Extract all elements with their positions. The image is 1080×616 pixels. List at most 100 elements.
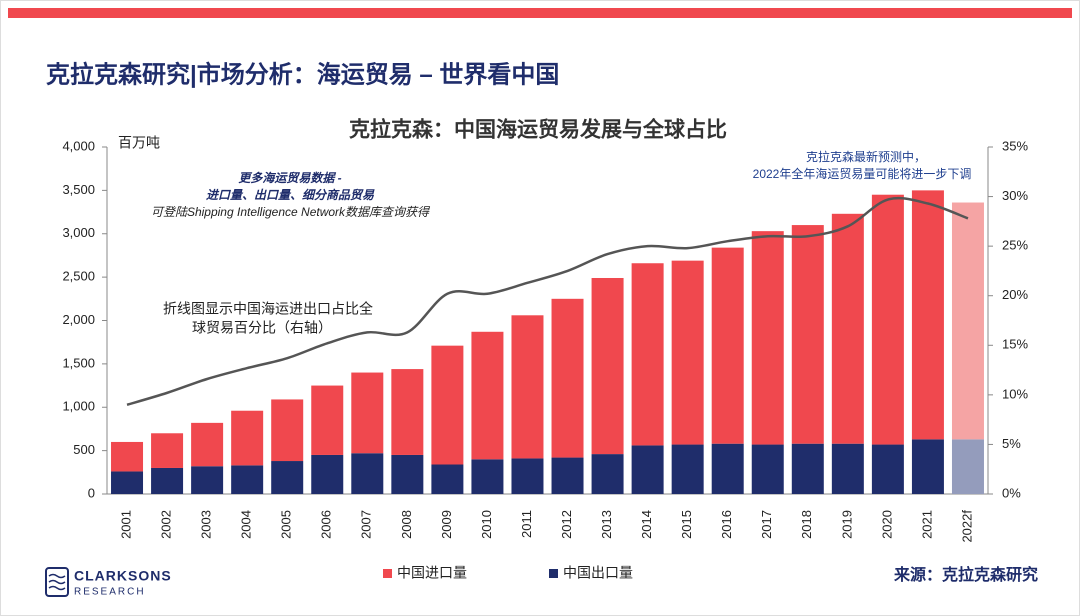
y2-tick-label: 10% — [1002, 386, 1028, 401]
bar — [511, 458, 544, 494]
bar — [391, 369, 424, 455]
y2-tick-label: 5% — [1002, 436, 1021, 451]
y-tick-label: 1,500 — [62, 355, 95, 370]
bar — [431, 345, 464, 465]
logo-name: CLARKSONS — [74, 568, 172, 584]
legend-label: 中国出口量 — [563, 565, 633, 581]
x-tick-label: 2018 — [799, 510, 814, 539]
annotation: 更多海运贸易数据 - — [238, 171, 341, 185]
x-tick-label: 2011 — [519, 510, 534, 538]
bar — [951, 202, 984, 440]
y-axis-label: 百万吨 — [118, 135, 160, 151]
annotation: 折线图显示中国海运进出口占比全 — [163, 301, 373, 317]
bar — [831, 443, 864, 494]
x-tick-label: 2004 — [239, 510, 254, 539]
bar — [431, 464, 464, 494]
bar — [631, 445, 664, 494]
bar — [111, 441, 144, 472]
x-tick-label: 2009 — [439, 510, 454, 539]
bar — [111, 471, 144, 494]
y-tick-label: 1,000 — [62, 399, 95, 414]
y-tick-label: 4,000 — [62, 138, 95, 153]
y-tick-label: 3,500 — [62, 182, 95, 197]
x-tick-label: 2008 — [399, 510, 414, 539]
bar — [591, 454, 624, 494]
bar — [591, 277, 624, 455]
bar — [951, 439, 984, 494]
chart-title: 克拉克森：中国海运贸易发展与全球占比 — [349, 118, 727, 142]
bar — [151, 433, 184, 468]
bar — [711, 443, 744, 494]
legend-swatch — [383, 569, 392, 578]
bar — [271, 399, 304, 462]
bar — [551, 457, 584, 494]
x-tick-label: 2006 — [319, 510, 334, 539]
logo-waves — [48, 573, 66, 591]
y2-tick-label: 35% — [1002, 138, 1028, 153]
annotation: 进口量、出口量、细分商品贸易 — [206, 188, 375, 202]
annotation: 球贸易百分比（右轴） — [192, 320, 332, 336]
legend-label: 中国进口量 — [397, 565, 467, 581]
bar — [551, 298, 584, 458]
bar — [351, 453, 384, 494]
x-tick-label: 2010 — [479, 510, 494, 539]
y-tick-label: 2,500 — [62, 269, 95, 284]
bar — [671, 260, 704, 445]
bar — [671, 444, 704, 494]
bar — [751, 231, 784, 445]
x-tick-label: 2001 — [118, 510, 133, 539]
legend-swatch — [549, 569, 558, 578]
source: 来源：克拉克森研究 — [893, 565, 1038, 584]
logo-icon — [45, 567, 69, 597]
x-tick-label: 2016 — [719, 510, 734, 539]
x-tick-label: 2019 — [839, 510, 854, 539]
x-tick-label: 2012 — [559, 510, 574, 539]
y2-tick-label: 30% — [1002, 188, 1028, 203]
x-tick-label: 2014 — [639, 510, 654, 539]
y-tick-label: 2,000 — [62, 312, 95, 327]
x-tick-label: 2020 — [879, 510, 894, 539]
bar — [711, 247, 744, 444]
x-tick-label: 2002 — [159, 510, 174, 539]
annotation: 克拉克森最新预测中， — [806, 149, 926, 164]
y2-tick-label: 20% — [1002, 287, 1028, 302]
logo: CLARKSONS RESEARCH — [45, 567, 172, 598]
share-line — [126, 196, 969, 406]
bar — [791, 443, 824, 494]
annotation: 可登陆Shipping Intelligence Network数据库查询获得 — [151, 205, 431, 219]
bar — [231, 410, 264, 466]
bar — [871, 444, 904, 494]
y2-tick-label: 15% — [1002, 337, 1028, 352]
top-bar — [8, 8, 1072, 18]
x-tick-label: 2015 — [679, 510, 694, 539]
bar — [311, 454, 344, 494]
bar — [191, 422, 224, 467]
bar — [831, 213, 864, 444]
y2-tick-label: 0% — [1002, 485, 1021, 500]
bar — [631, 263, 664, 446]
page-title: 克拉克森研究|市场分析：海运贸易 – 世界看中国 — [46, 60, 559, 88]
x-tick-label: 2007 — [359, 510, 374, 539]
y-tick-label: 3,000 — [62, 225, 95, 240]
x-tick-label: 2005 — [279, 510, 294, 539]
bar — [911, 190, 944, 440]
bar — [231, 465, 264, 494]
x-tick-label: 2017 — [759, 510, 774, 539]
bar — [311, 385, 344, 455]
bar — [511, 315, 544, 459]
logo-sub: RESEARCH — [74, 587, 146, 598]
bar — [151, 467, 184, 494]
bar — [351, 372, 384, 454]
y-tick-label: 500 — [73, 442, 95, 457]
x-tick-label: 2021 — [919, 510, 934, 539]
x-tick-label: 2003 — [199, 510, 214, 539]
bar — [391, 454, 424, 494]
y2-tick-label: 25% — [1002, 238, 1028, 253]
bar — [471, 331, 504, 460]
bar — [871, 194, 904, 445]
bar — [271, 461, 304, 494]
bar — [911, 439, 944, 494]
x-tick-label: 2013 — [599, 510, 614, 539]
y-tick-label: 0 — [88, 485, 95, 500]
